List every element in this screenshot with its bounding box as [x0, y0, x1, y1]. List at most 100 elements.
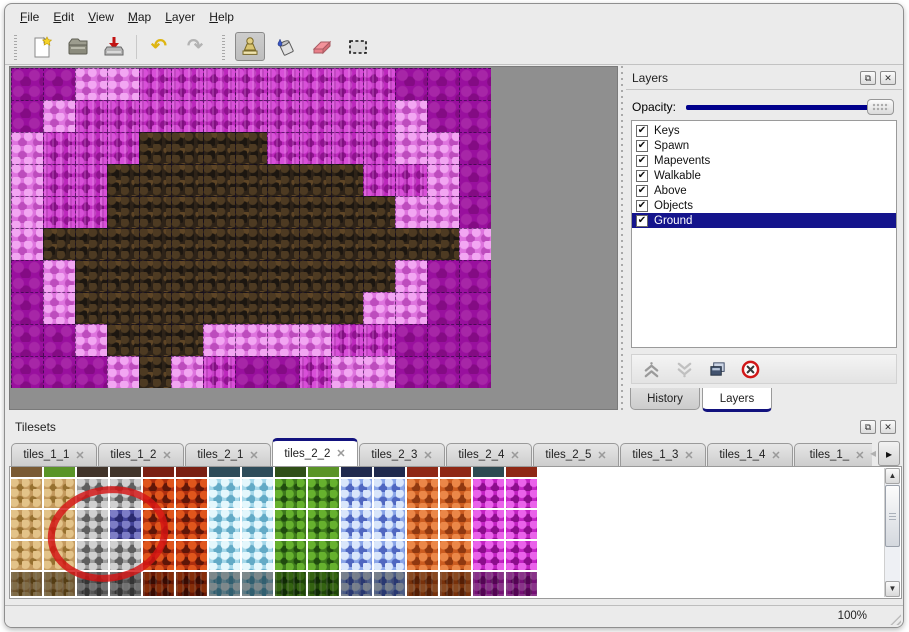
map-tile[interactable] — [139, 100, 171, 132]
tileset-tile[interactable] — [11, 479, 42, 508]
map-canvas[interactable] — [11, 68, 491, 388]
map-tile[interactable] — [427, 164, 459, 196]
map-tile[interactable] — [11, 100, 43, 132]
map-tile[interactable] — [235, 68, 267, 100]
map-tile[interactable] — [171, 68, 203, 100]
map-tile[interactable] — [139, 324, 171, 356]
map-tile[interactable] — [11, 292, 43, 324]
map-tile[interactable] — [299, 132, 331, 164]
map-tile[interactable] — [43, 324, 75, 356]
map-tile[interactable] — [267, 292, 299, 324]
map-tile[interactable] — [331, 164, 363, 196]
tileset-tab-tiles_1_1[interactable]: tiles_1_1 ✕ — [11, 443, 97, 466]
tileset-tile-partial[interactable] — [143, 467, 174, 477]
tileset-tile-partial[interactable] — [77, 467, 108, 477]
tileset-tile[interactable] — [473, 572, 504, 596]
map-tile[interactable] — [139, 260, 171, 292]
map-tile[interactable] — [235, 260, 267, 292]
tileset-tile-partial[interactable] — [407, 467, 438, 477]
map-tile[interactable] — [331, 356, 363, 388]
tileset-tile[interactable] — [275, 572, 306, 596]
tileset-tile[interactable] — [275, 541, 306, 570]
tileset-tile[interactable] — [44, 541, 75, 570]
tileset-tile-partial[interactable] — [242, 467, 273, 477]
tileset-tile[interactable] — [407, 541, 438, 570]
map-tile[interactable] — [299, 196, 331, 228]
tileset-tile[interactable] — [275, 510, 306, 539]
map-tile[interactable] — [363, 292, 395, 324]
scrollbar-up-icon[interactable]: ▲ — [885, 468, 900, 484]
tileset-tile[interactable] — [77, 479, 108, 508]
map-tile[interactable] — [171, 228, 203, 260]
tileset-tab-tiles_2_4[interactable]: tiles_2_4 ✕ — [446, 443, 532, 466]
tileset-tile-partial[interactable] — [308, 467, 339, 477]
map-tile[interactable] — [75, 196, 107, 228]
map-tile[interactable] — [11, 164, 43, 196]
map-tile[interactable] — [267, 228, 299, 260]
tileset-tile[interactable] — [341, 510, 372, 539]
tileset-tile[interactable] — [473, 541, 504, 570]
map-tile[interactable] — [459, 68, 491, 100]
map-tile[interactable] — [43, 228, 75, 260]
menu-help[interactable]: Help — [209, 9, 234, 24]
map-tile[interactable] — [139, 68, 171, 100]
tileset-tile[interactable] — [209, 541, 240, 570]
map-tile[interactable] — [299, 260, 331, 292]
tileset-tile-partial[interactable] — [110, 467, 141, 477]
dock-tab-layers[interactable]: Layers — [702, 388, 772, 412]
map-tile[interactable] — [427, 260, 459, 292]
map-tile[interactable] — [331, 228, 363, 260]
layer-visibility-checkbox[interactable]: ✔ — [636, 214, 648, 227]
map-tile[interactable] — [363, 68, 395, 100]
map-tile[interactable] — [363, 324, 395, 356]
map-tile[interactable] — [107, 164, 139, 196]
tileset-tile[interactable] — [473, 510, 504, 539]
map-tile[interactable] — [203, 324, 235, 356]
tileset-tile[interactable] — [143, 510, 174, 539]
tilesets-close-button[interactable]: ✕ — [880, 420, 896, 434]
map-tile[interactable] — [267, 164, 299, 196]
tileset-tile[interactable] — [44, 479, 75, 508]
map-tile[interactable] — [235, 324, 267, 356]
map-tile[interactable] — [267, 324, 299, 356]
map-tile[interactable] — [363, 196, 395, 228]
map-tile[interactable] — [107, 196, 139, 228]
map-tile[interactable] — [459, 324, 491, 356]
map-tile[interactable] — [331, 196, 363, 228]
scroll-tabs-right-button[interactable]: ▸ — [878, 440, 900, 466]
map-tile[interactable] — [11, 260, 43, 292]
map-tile[interactable] — [107, 356, 139, 388]
tileset-tile[interactable] — [110, 479, 141, 508]
map-tile[interactable] — [75, 356, 107, 388]
tileset-scrollbar[interactable]: ▲ ▼ — [884, 468, 900, 597]
map-tile[interactable] — [203, 68, 235, 100]
tileset-tile[interactable] — [44, 572, 75, 596]
tab-close-icon[interactable]: ✕ — [855, 449, 865, 462]
tileset-tile-partial[interactable] — [440, 467, 471, 477]
map-tile[interactable] — [75, 100, 107, 132]
tileset-tile[interactable] — [473, 479, 504, 508]
save-file-button[interactable] — [99, 32, 129, 61]
layer-visibility-checkbox[interactable]: ✔ — [636, 184, 648, 197]
tileset-tile[interactable] — [440, 572, 471, 596]
map-tile[interactable] — [139, 292, 171, 324]
tileset-tile[interactable] — [506, 510, 537, 539]
map-tile[interactable] — [235, 292, 267, 324]
map-tile[interactable] — [427, 292, 459, 324]
tileset-tile[interactable] — [209, 510, 240, 539]
tileset-tile[interactable] — [374, 572, 405, 596]
map-tile[interactable] — [75, 228, 107, 260]
new-file-button[interactable] — [27, 32, 57, 61]
map-tile[interactable] — [459, 164, 491, 196]
map-tile[interactable] — [107, 292, 139, 324]
map-tile[interactable] — [395, 228, 427, 260]
map-tile[interactable] — [427, 324, 459, 356]
tileset-tile[interactable] — [440, 510, 471, 539]
map-tile[interactable] — [459, 196, 491, 228]
opacity-slider[interactable] — [686, 98, 894, 115]
tileset-tile-partial[interactable] — [506, 467, 537, 477]
map-tile[interactable] — [235, 164, 267, 196]
tileset-tile-partial[interactable] — [374, 467, 405, 477]
tileset-tile[interactable] — [110, 572, 141, 596]
tileset-tile[interactable] — [440, 479, 471, 508]
